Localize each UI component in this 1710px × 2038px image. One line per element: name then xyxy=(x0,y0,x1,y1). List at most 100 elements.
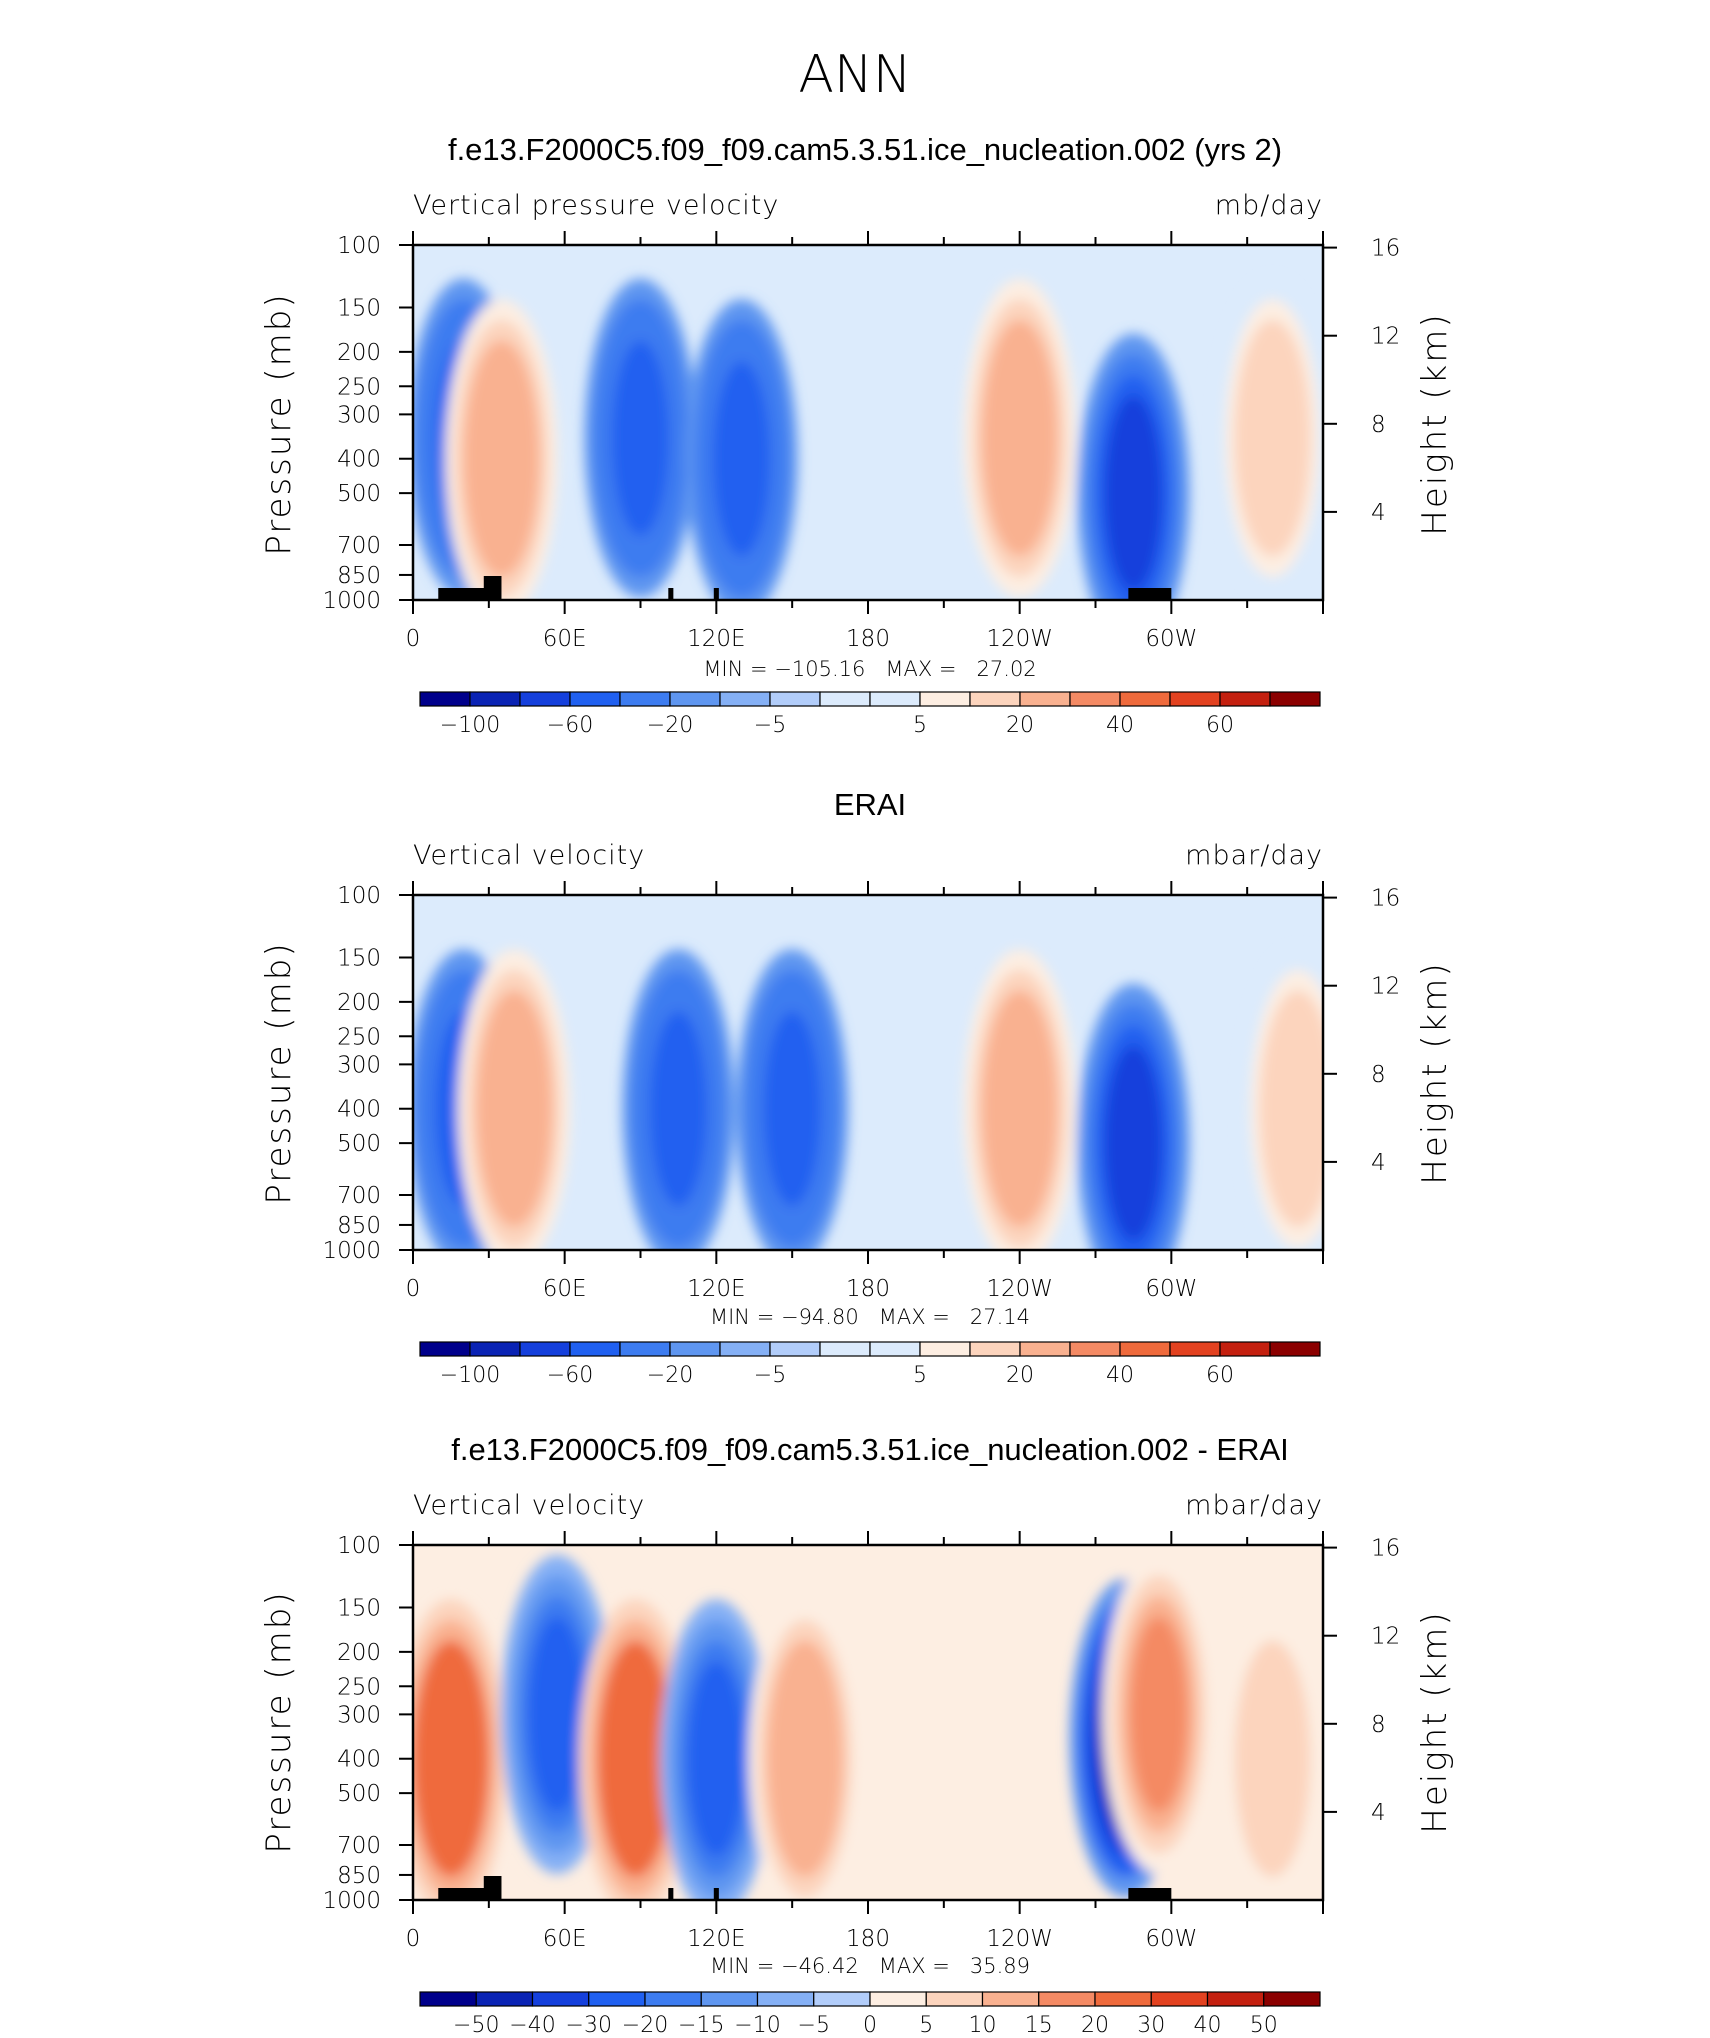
colorbar-bin xyxy=(1150,1991,1209,2007)
y-tick-label: 200 xyxy=(337,990,381,1016)
contour-region xyxy=(1129,1616,1188,1812)
colorbar-label: 10 xyxy=(969,2013,997,2038)
colorbar-label: 40 xyxy=(1106,713,1134,738)
colorbar-label: 40 xyxy=(1194,2013,1222,2038)
y2-axis-label: Height (km) xyxy=(1415,961,1455,1184)
colorbar-label: −50 xyxy=(453,2013,499,2038)
colorbar-bin xyxy=(419,691,471,707)
colorbar-bin xyxy=(644,1991,702,2007)
colorbar-bin xyxy=(1206,1991,1265,2007)
y-tick-label: 500 xyxy=(337,1781,381,1807)
contour-region xyxy=(422,1661,480,1857)
x-tick-label: 60E xyxy=(543,1276,587,1302)
x-tick-label: 60E xyxy=(543,1926,587,1952)
y2-tick-label: 4 xyxy=(1371,500,1386,526)
topography-block xyxy=(483,576,502,600)
contour-plot xyxy=(413,1545,1323,1900)
min-max-label: MIN = −105.16 MAX = 27.02 xyxy=(703,657,1036,681)
colorbar-bin xyxy=(1119,691,1171,707)
colorbar-bin xyxy=(756,1991,815,2007)
x-tick-label: 60W xyxy=(1145,626,1197,652)
panel-title: ERAI xyxy=(834,787,906,822)
colorbar-label: 20 xyxy=(1006,1363,1034,1388)
colorbar-bin xyxy=(919,691,971,707)
colorbar-bin xyxy=(700,1991,759,2007)
colorbar-bin xyxy=(769,691,821,707)
contour-region xyxy=(687,1661,746,1857)
colorbar-label: 20 xyxy=(1081,2013,1109,2038)
y-tick-label: 1000 xyxy=(322,1238,381,1264)
colorbar-label: −30 xyxy=(566,2013,612,2038)
colorbar-label: −5 xyxy=(798,2013,830,2038)
x-tick-label: 60E xyxy=(543,626,587,652)
y-axis-label: Pressure (mb) xyxy=(259,292,299,555)
colorbar-label: −100 xyxy=(440,713,500,738)
units-label: mb/day xyxy=(1215,190,1323,221)
panel-title: f.e13.F2000C5.f09_f09.cam5.3.51.ice_nucl… xyxy=(448,132,1282,167)
y2-axis-label: Height (km) xyxy=(1415,312,1455,535)
topography-block xyxy=(713,1888,719,1900)
y-tick-label: 100 xyxy=(337,233,381,259)
x-tick-label: 60W xyxy=(1145,1276,1197,1302)
y-tick-label: 250 xyxy=(337,1674,381,1700)
colorbar-bin xyxy=(1219,691,1271,707)
colorbar-bin xyxy=(1019,1341,1071,1357)
colorbar-label: −5 xyxy=(754,713,786,738)
colorbar-bin xyxy=(869,1341,921,1357)
y-tick-label: 250 xyxy=(337,1024,381,1050)
colorbar-bin xyxy=(569,691,621,707)
min-max-label: MIN = −46.42 MAX = 35.89 xyxy=(710,1954,1030,1978)
y2-tick-label: 8 xyxy=(1371,1712,1386,1738)
panel-difference: f.e13.F2000C5.f09_f09.cam5.3.51.ice_nucl… xyxy=(259,1432,1455,2038)
x-tick-label: 0 xyxy=(406,1926,421,1952)
topography-block xyxy=(668,1888,674,1900)
contour-region xyxy=(712,361,771,557)
x-tick-label: 0 xyxy=(406,1276,421,1302)
y-tick-label: 400 xyxy=(337,1747,381,1773)
units-label: mbar/day xyxy=(1185,1490,1323,1521)
colorbar-bin xyxy=(1219,1341,1271,1357)
colorbar-label: −15 xyxy=(678,2013,724,2038)
colorbar-label: 5 xyxy=(919,2013,933,2038)
panel-title: f.e13.F2000C5.f09_f09.cam5.3.51.ice_nucl… xyxy=(451,1432,1289,1467)
colorbar-bin xyxy=(719,691,771,707)
y-tick-label: 850 xyxy=(337,1863,381,1889)
y2-tick-label: 16 xyxy=(1371,236,1400,262)
colorbar-bin xyxy=(813,1991,871,2007)
x-tick-label: 0 xyxy=(406,626,421,652)
topography-block xyxy=(1128,588,1172,600)
y-tick-label: 300 xyxy=(337,1702,381,1728)
topography xyxy=(438,576,1172,600)
colorbar-bin xyxy=(1269,1341,1321,1357)
x-tick-label: 180 xyxy=(846,1926,890,1952)
colorbar-bin xyxy=(419,1341,471,1357)
y-tick-label: 100 xyxy=(337,1533,381,1559)
page-title: ANN xyxy=(798,45,911,105)
contour-region xyxy=(990,340,1049,536)
y-tick-label: 400 xyxy=(337,447,381,473)
colorbar-bin xyxy=(1069,1341,1121,1357)
colorbar-label: 50 xyxy=(1250,2013,1278,2038)
colorbar-bin xyxy=(869,1991,927,2007)
min-max-label: MIN = −94.80 MAX = 27.14 xyxy=(710,1305,1030,1329)
colorbar-label: 5 xyxy=(913,1363,927,1388)
x-tick-label: 120E xyxy=(687,1276,745,1302)
contour-region xyxy=(1243,1661,1302,1857)
y-tick-label: 700 xyxy=(337,533,381,559)
colorbar-bin xyxy=(1169,691,1221,707)
contour-region xyxy=(606,1661,665,1857)
colorbar: −100 −60 −20 −5 5 20 40 60 xyxy=(419,691,1321,738)
topography xyxy=(438,1876,1172,1900)
colorbar-bin xyxy=(1019,691,1071,707)
topography-block xyxy=(483,1876,502,1900)
variable-label: Vertical pressure velocity xyxy=(413,190,779,221)
topography-block xyxy=(1128,1888,1172,1900)
panel-model: f.e13.F2000C5.f09_f09.cam5.3.51.ice_nucl… xyxy=(259,132,1455,738)
colorbar-bin xyxy=(1038,1991,1096,2007)
colorbar-label: 40 xyxy=(1106,1363,1134,1388)
y-tick-label: 1000 xyxy=(322,1888,381,1914)
colorbar-label: 5 xyxy=(913,713,927,738)
y-tick-label: 500 xyxy=(337,481,381,507)
